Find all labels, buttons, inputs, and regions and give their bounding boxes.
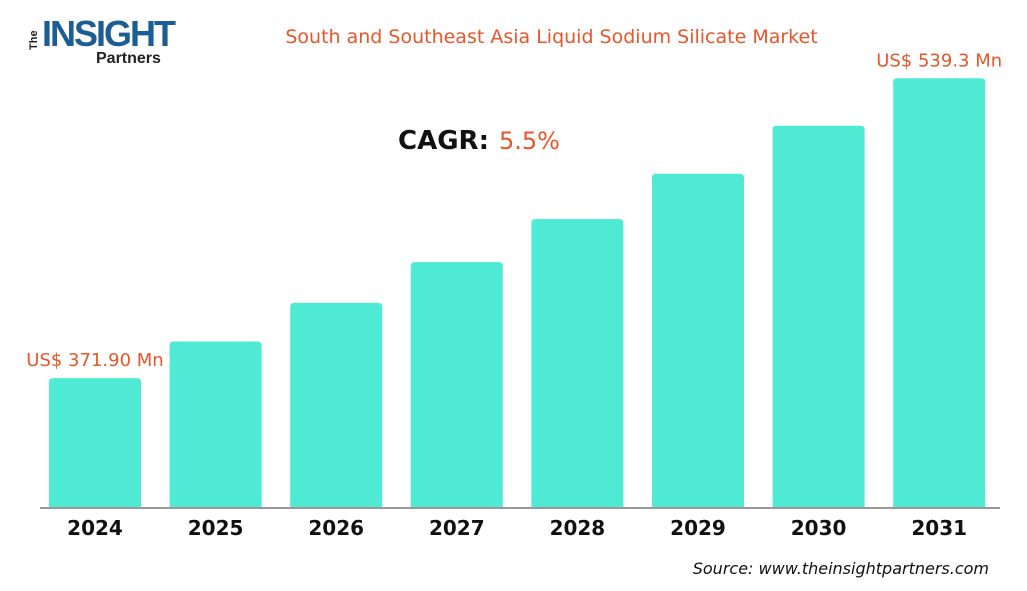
data-label-2031: US$ 539.3 Mn xyxy=(876,50,1002,71)
x-tick-label: 2026 xyxy=(308,516,364,540)
logo: The INSIGHT Partners xyxy=(28,13,176,68)
bar-2026 xyxy=(290,302,383,507)
cagr-annotation: CAGR: 5.5% xyxy=(398,126,560,156)
x-tick-label: 2024 xyxy=(67,516,123,540)
x-tick-label: 2027 xyxy=(429,516,485,540)
source-note: Source: www.theinsightpartners.com xyxy=(692,559,989,578)
bar-2028 xyxy=(531,219,624,507)
cagr-label: CAGR: xyxy=(398,126,489,156)
data-label-2024: US$ 371.90 Mn xyxy=(26,350,163,371)
bar-2029 xyxy=(652,173,744,507)
bar-2027 xyxy=(410,262,503,507)
bar-2024 xyxy=(49,378,141,507)
chart-title: South and Southeast Asia Liquid Sodium S… xyxy=(285,26,818,48)
bar-2025 xyxy=(169,341,262,507)
bar-2030 xyxy=(772,125,865,507)
x-tick-label: 2031 xyxy=(911,516,967,540)
x-tick-label: 2029 xyxy=(670,516,726,540)
bar-2031 xyxy=(893,78,986,508)
x-tick-label: 2028 xyxy=(550,516,606,540)
x-tick-label: 2030 xyxy=(791,516,847,540)
cagr-value: 5.5% xyxy=(498,127,560,155)
x-tick-label: 2025 xyxy=(188,516,244,540)
